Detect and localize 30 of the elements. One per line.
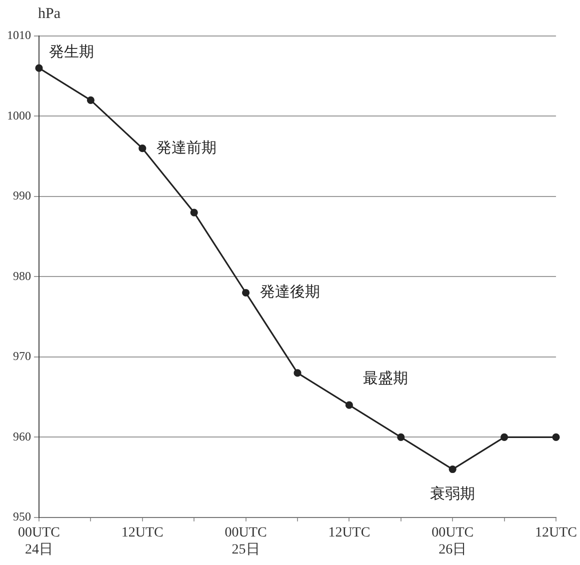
point: [397, 433, 405, 441]
point: [552, 433, 560, 441]
annotation: 発達前期: [156, 139, 216, 156]
annotation: 発達後期: [260, 284, 320, 301]
y-tick-label: 980: [13, 268, 31, 283]
x-tick-label: 00UTC 26日: [432, 525, 474, 558]
y-axis-title: hPa: [38, 6, 60, 23]
y-tick-label: 970: [13, 349, 31, 364]
annotation: 最盛期: [363, 370, 408, 388]
point: [294, 369, 302, 377]
x-tick-label: 12UTC: [121, 525, 164, 540]
y-tick-label: 990: [13, 188, 31, 203]
point: [138, 144, 146, 152]
point: [500, 433, 508, 441]
annotation: 発生期: [49, 44, 94, 61]
y-tick-label: 960: [13, 429, 31, 444]
y-tick-label: 1010: [7, 28, 31, 42]
x-tick-label: 00UTC 25日: [224, 525, 267, 558]
point: [35, 64, 43, 72]
point: [190, 208, 198, 216]
x-tick-label: 12UTC: [535, 525, 577, 540]
annotation: 衰弱期: [430, 486, 476, 503]
point: [448, 465, 456, 474]
y-tick-label: 1000: [7, 108, 31, 122]
point: [345, 401, 353, 409]
x-tick-label: 12UTC: [328, 525, 370, 540]
y-tick-label: 950: [13, 510, 31, 524]
point: [86, 96, 94, 104]
point: [242, 288, 250, 297]
x-tick-label: 00UTC 24日: [18, 525, 60, 558]
